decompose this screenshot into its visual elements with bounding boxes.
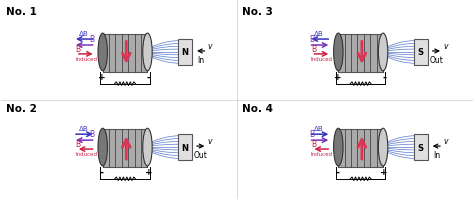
Bar <box>103 35 147 72</box>
Text: In: In <box>433 151 440 160</box>
Text: In: In <box>197 56 204 65</box>
Text: v: v <box>443 137 448 146</box>
Text: B: B <box>310 35 315 44</box>
Text: +: + <box>98 73 106 82</box>
Text: S: S <box>418 48 424 57</box>
Text: Out: Out <box>429 56 443 65</box>
Text: No. 3: No. 3 <box>242 7 273 17</box>
Text: $\Delta$B: $\Delta$B <box>78 123 89 132</box>
Text: Out: Out <box>194 151 208 160</box>
Text: Induced: Induced <box>311 151 333 156</box>
Bar <box>178 135 192 160</box>
Ellipse shape <box>143 129 152 166</box>
Text: $\Delta$B: $\Delta$B <box>78 29 89 37</box>
Text: -: - <box>382 72 386 82</box>
Text: B: B <box>75 45 81 54</box>
Text: -: - <box>146 72 150 82</box>
Text: Induced: Induced <box>311 57 333 62</box>
Ellipse shape <box>334 34 343 71</box>
Bar <box>338 35 383 72</box>
Ellipse shape <box>378 129 388 166</box>
Text: B: B <box>310 130 315 138</box>
Bar <box>414 40 428 65</box>
Text: B: B <box>311 140 316 149</box>
Text: $\Delta$B: $\Delta$B <box>313 123 324 132</box>
Bar <box>338 130 383 167</box>
Text: +: + <box>380 168 388 177</box>
Ellipse shape <box>334 129 343 166</box>
Text: No. 4: No. 4 <box>242 104 273 114</box>
Text: B: B <box>75 140 81 149</box>
Ellipse shape <box>378 34 388 71</box>
Text: B: B <box>311 45 316 54</box>
Text: v: v <box>443 42 448 51</box>
Bar <box>414 135 428 160</box>
Text: Induced: Induced <box>75 151 97 156</box>
Bar <box>178 40 192 65</box>
Text: N: N <box>182 48 189 57</box>
Text: No. 2: No. 2 <box>6 104 37 114</box>
Text: $\Delta$B: $\Delta$B <box>313 29 324 37</box>
Text: v: v <box>208 137 212 146</box>
Ellipse shape <box>143 34 152 71</box>
Bar <box>103 130 147 167</box>
Text: -: - <box>100 167 104 177</box>
Ellipse shape <box>98 129 108 166</box>
Text: B: B <box>89 35 94 44</box>
Text: +: + <box>334 73 341 82</box>
Text: N: N <box>182 143 189 152</box>
Text: S: S <box>418 143 424 152</box>
Text: -: - <box>336 167 339 177</box>
Text: v: v <box>208 42 212 51</box>
Text: +: + <box>145 168 152 177</box>
Text: No. 1: No. 1 <box>6 7 37 17</box>
Ellipse shape <box>98 34 108 71</box>
Text: Induced: Induced <box>75 57 97 62</box>
Text: B: B <box>89 130 94 138</box>
